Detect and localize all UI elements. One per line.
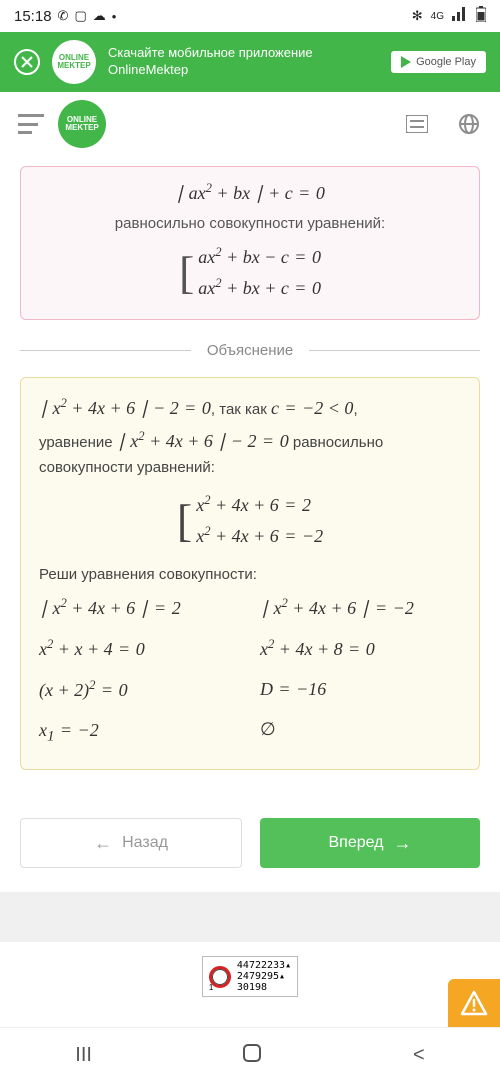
android-recents-button[interactable]: III — [75, 1044, 92, 1067]
solve-label: Реши уравнения совокупности: — [39, 563, 461, 586]
eq-step: ∣ x2 + 4x + 6 ∣ = −2 — [260, 594, 461, 623]
eq-step: D = −16 — [260, 676, 461, 704]
header-logo[interactable]: ONLINE MEKTEP — [58, 100, 106, 148]
warning-icon — [460, 990, 488, 1016]
eq-step: ∣ x2 + 4x + 6 ∣ = 2 — [39, 594, 240, 623]
theory-text: равносильно совокупности уравнений: — [35, 212, 465, 235]
solution-columns: ∣ x2 + 4x + 6 ∣ = 2 x2 + x + 4 = 0 (x + … — [39, 594, 461, 749]
equation-system: [ ax2 + bx − c = 0 ax2 + bx + c = 0 — [179, 243, 321, 303]
eq-step: x1 = −2 — [39, 717, 240, 749]
explain-line1: ∣ x2 + 4x + 6 ∣ − 2 = 0, так как c = −2 … — [39, 394, 461, 423]
status-bar: 15:18 ✆ ▢ ☁ • ✻ 4G — [0, 0, 500, 32]
equation-system: [ x2 + 4x + 6 = 2 x2 + 4x + 6 = −2 — [177, 491, 323, 551]
status-icon: ▢ — [74, 8, 86, 24]
banner-text: Скачайте мобильное приложение OnlineMekt… — [108, 45, 379, 79]
warning-button[interactable] — [448, 979, 500, 1027]
forward-button[interactable]: Вперед → — [260, 818, 480, 868]
battery-icon — [476, 6, 486, 26]
play-icon — [401, 56, 411, 68]
status-icon: ✆ — [58, 8, 69, 24]
theory-card: ∣ ax2 + bx ∣ + c = 0 равносильно совокуп… — [20, 166, 480, 320]
lesson-content: ∣ ax2 + bx ∣ + c = 0 равносильно совокуп… — [0, 156, 500, 794]
arrow-left-icon: ← — [94, 833, 112, 854]
globe-icon[interactable] — [456, 111, 482, 137]
section-divider: Объяснение — [20, 342, 480, 359]
android-nav-bar: III < — [0, 1027, 500, 1083]
android-home-button[interactable] — [242, 1043, 262, 1069]
solution-col-left: ∣ x2 + 4x + 6 ∣ = 2 x2 + x + 4 = 0 (x + … — [39, 594, 240, 749]
banner-logo: ONLINE MEKTEP — [52, 40, 96, 84]
status-time: 15:18 — [14, 8, 52, 25]
signal-icon — [452, 7, 468, 25]
theory-equation: ∣ ax2 + bx ∣ + c = 0 — [35, 179, 465, 208]
menu-button[interactable] — [18, 114, 44, 134]
list-icon[interactable] — [404, 111, 430, 137]
google-play-button[interactable]: Google Play — [391, 51, 486, 73]
status-icon: • — [112, 9, 117, 24]
navigation-row: ← Назад Вперед → — [0, 794, 500, 892]
app-header: ONLINE MEKTEP — [0, 92, 500, 156]
explain-line2: уравнение ∣ x2 + 4x + 6 ∣ − 2 = 0 равнос… — [39, 427, 461, 479]
bluetooth-icon: ✻ — [412, 8, 423, 24]
app-download-banner: ONLINE MEKTEP Скачайте мобильное приложе… — [0, 32, 500, 92]
eq-step: x2 + 4x + 8 = 0 — [260, 635, 461, 664]
arrow-right-icon: → — [394, 833, 412, 854]
back-button[interactable]: ← Назад — [20, 818, 242, 868]
android-back-button[interactable]: < — [413, 1044, 425, 1067]
visitor-counter: 1 44722233▴ 2479295▴ 30198 — [0, 942, 500, 1027]
network-icon: 4G — [431, 11, 444, 22]
status-icon: ☁ — [93, 8, 106, 24]
solution-col-right: ∣ x2 + 4x + 6 ∣ = −2 x2 + 4x + 8 = 0 D =… — [260, 594, 461, 749]
banner-close-button[interactable] — [14, 49, 40, 75]
eq-step: x2 + x + 4 = 0 — [39, 635, 240, 664]
eq-step: (x + 2)2 = 0 — [39, 676, 240, 705]
eq-step: ∅ — [260, 716, 461, 744]
explanation-card: ∣ x2 + 4x + 6 ∣ − 2 = 0, так как c = −2 … — [20, 377, 480, 770]
